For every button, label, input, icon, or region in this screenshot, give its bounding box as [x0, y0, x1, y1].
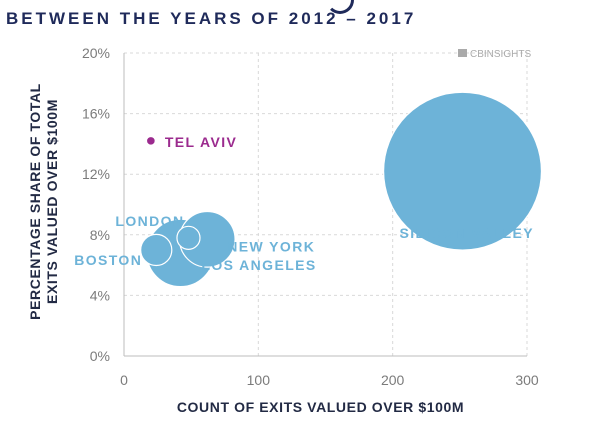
- bubble-label: TEL AVIV: [165, 134, 237, 150]
- bubble-label: BOSTON: [74, 252, 142, 268]
- x-tick-label: 200: [381, 372, 405, 388]
- y-tick-label: 16%: [82, 106, 110, 122]
- y-tick-label: 20%: [82, 45, 110, 61]
- bubble: [176, 225, 201, 250]
- bubble-label: NEW YORK: [227, 238, 315, 254]
- bubble-label: LONDON: [115, 213, 184, 229]
- chart-subtitle: BETWEEN THE YEARS OF 2012 – 2017: [6, 9, 417, 28]
- x-tick-label: 300: [515, 372, 539, 388]
- bubble: [382, 91, 543, 251]
- y-axis-title-line-2: EXITS VALUED OVER $100M: [44, 99, 60, 304]
- bubble-label: SILICON VALLEY: [400, 225, 534, 241]
- y-tick-label: 12%: [82, 166, 110, 182]
- x-axis-title: COUNT OF EXITS VALUED OVER $100M: [177, 399, 464, 415]
- y-tick-label: 8%: [90, 227, 110, 243]
- watermark-label: CBINSIGHTS: [470, 49, 531, 60]
- y-tick-label: 4%: [90, 287, 110, 303]
- watermark-logo-icon: [458, 49, 467, 57]
- y-axis-title-line-1: PERCENTAGE SHARE OF TOTAL: [27, 83, 43, 320]
- y-tick-label: 0%: [90, 348, 110, 364]
- x-tick-label: 0: [120, 372, 128, 388]
- bubble-label: LOS ANGELES: [201, 257, 316, 273]
- bubble: [145, 135, 156, 146]
- x-tick-label: 100: [247, 372, 271, 388]
- bubble: [140, 233, 173, 267]
